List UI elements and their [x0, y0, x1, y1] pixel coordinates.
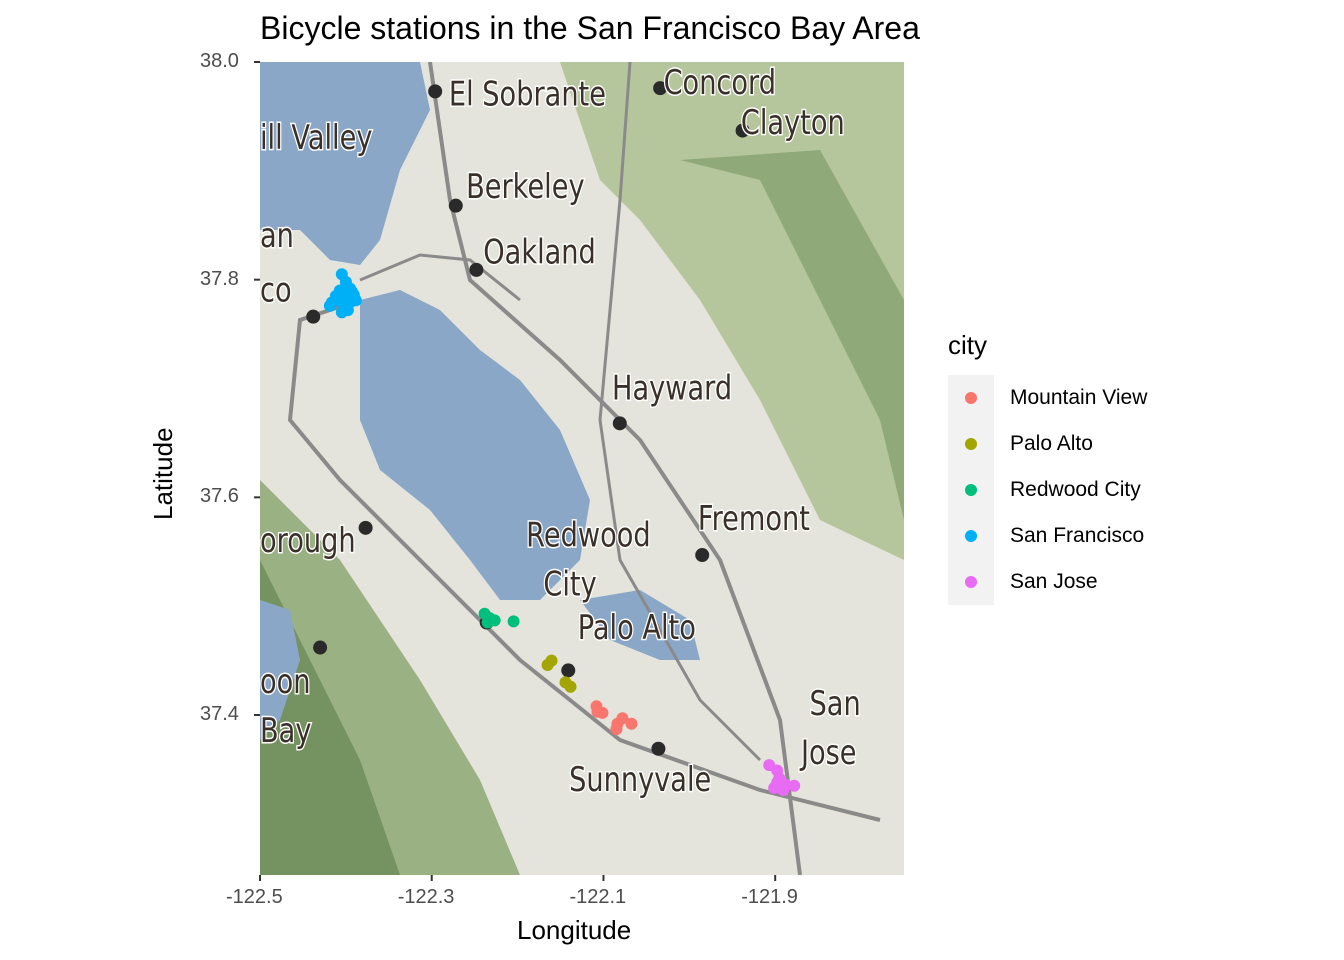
map-city-marker: [561, 663, 576, 678]
map-label: Sunnyvale: [569, 760, 711, 800]
y-tick-label: 37.6: [200, 485, 239, 508]
map-label: orough: [260, 521, 356, 561]
map-label: Concord: [664, 63, 776, 103]
chart-title: Bicycle stations in the San Francisco Ba…: [260, 10, 920, 46]
station-point: [616, 712, 629, 725]
map-label: Fremont: [698, 499, 810, 539]
legend-key: [965, 530, 977, 542]
map-label: an: [260, 216, 294, 256]
y-tick-label: 37.8: [200, 267, 239, 290]
map-background: [260, 62, 904, 875]
map-label: San: [810, 684, 861, 724]
map-city-marker: [735, 123, 750, 138]
station-point: [323, 299, 336, 312]
legend-key: [965, 438, 977, 450]
station-point: [345, 285, 358, 298]
station-point: [507, 615, 520, 628]
station-point: [335, 306, 348, 319]
y-tick-label: 38.0: [200, 50, 239, 72]
legend-label: Mountain View: [1010, 386, 1148, 409]
station-point: [591, 705, 604, 718]
map-label: Clayton: [741, 103, 845, 143]
map-city-marker: [612, 416, 627, 431]
map-city-marker: [358, 520, 373, 535]
x-tick-label: -122.1: [569, 886, 627, 908]
legend-item: Redwood City: [948, 467, 1248, 513]
map-label: Oakland: [483, 232, 596, 272]
map-label: Redwood: [526, 515, 650, 555]
map-city-marker: [469, 262, 484, 277]
legend-label: Redwood City: [1010, 478, 1141, 501]
station-point: [564, 680, 577, 693]
station-point: [788, 779, 801, 792]
x-tick-label: -121.9: [741, 886, 798, 908]
map-label: ill Valley: [260, 118, 372, 158]
x-axis-title: Longitude: [517, 915, 632, 945]
map-label: El Sobrante: [449, 75, 606, 115]
map-city-marker: [306, 309, 321, 324]
y-tick-label: 37.4: [200, 703, 239, 725]
map-label: Bay: [260, 711, 311, 751]
legend-title: city: [948, 330, 987, 360]
map-label: Berkeley: [466, 167, 584, 207]
legend-label: Palo Alto: [1010, 432, 1093, 455]
map-label: Palo Alto: [578, 608, 696, 648]
map-label: Hayward: [612, 368, 732, 408]
legend-key: [965, 392, 977, 404]
legend: city Mountain View Palo Alto Redwood City S…: [948, 330, 1147, 605]
map-label: co: [260, 270, 292, 310]
map-label: Jose: [799, 733, 856, 773]
map-city-marker: [313, 640, 328, 655]
station-point: [481, 616, 494, 629]
x-tick-label: -122.5: [226, 886, 283, 908]
legend-label: San Jose: [1010, 570, 1098, 593]
map-city-marker: [448, 198, 463, 213]
map-label: City: [543, 564, 596, 604]
map-city-marker: [428, 84, 443, 99]
legend-item: San Francisco: [948, 513, 1248, 559]
map-city-marker: [653, 81, 668, 96]
station-point: [771, 776, 784, 789]
legend-item: San Jose: [948, 559, 1248, 605]
station-point: [625, 717, 638, 730]
map-label: oon: [260, 662, 311, 702]
x-tick-label: -122.3: [397, 886, 455, 908]
legend-key: [965, 576, 977, 588]
legend-label: San Francisco: [1010, 524, 1145, 547]
map-city-marker: [651, 741, 666, 756]
station-point: [545, 654, 558, 667]
y-axis-title: Latitude: [148, 427, 178, 520]
legend-key: [965, 484, 977, 496]
legend-item: Mountain View: [948, 375, 1248, 421]
legend-item: Palo Alto: [948, 421, 1248, 467]
station-point: [610, 723, 623, 736]
map-city-marker: [695, 548, 710, 563]
